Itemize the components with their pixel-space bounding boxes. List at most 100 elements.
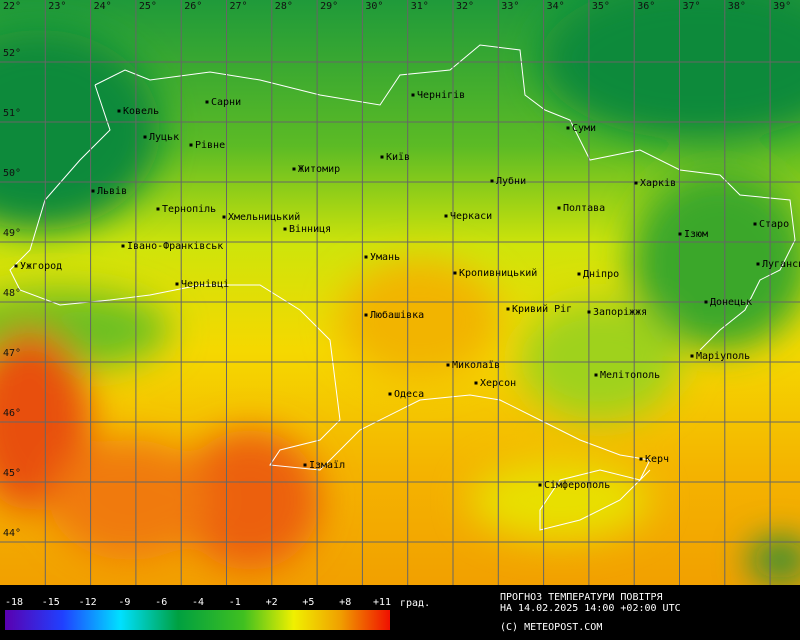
labels: 22° 23° 24° 25° 26° 27° 28° 29° 30° 31° 32° 33° 34° 3… (3, 1, 800, 539)
city-dot (756, 262, 760, 266)
city-label: Рівне (195, 139, 225, 151)
city-label: Ковель (123, 106, 159, 117)
longitude-label: 26° (184, 1, 202, 12)
legend-tick: +5 (302, 597, 314, 608)
longitude-label: 34° (547, 1, 565, 12)
city-label: Любашівка (370, 309, 424, 321)
city-label: Київ (386, 152, 410, 163)
longitude-label: 29° (320, 1, 338, 12)
border (94, 44, 796, 351)
city-label: Запоріжжя (593, 306, 647, 318)
city-dot (388, 392, 392, 396)
city-dot (411, 93, 415, 97)
city-label: Лубни (496, 175, 526, 187)
city-dot (587, 310, 591, 314)
city-dot (704, 300, 708, 304)
legend-tick: -9 (118, 597, 130, 608)
city-label: Львів (97, 185, 127, 197)
city-dot (189, 143, 193, 147)
legend-tick: +8 (339, 597, 351, 608)
city-label: Донецьк (710, 297, 752, 308)
city-label: Вінниця (289, 223, 331, 235)
latitude-label: 49° (3, 228, 21, 239)
city-dot (453, 271, 457, 275)
city-label: Сарни (211, 97, 241, 108)
city-dot (143, 135, 147, 139)
city-dot (446, 363, 450, 367)
city-dot (303, 463, 307, 467)
longitude-label: 33° (501, 1, 519, 12)
city-dot (490, 179, 494, 183)
city-label: Кривий Ріг (512, 303, 572, 315)
city-label: Маріуполь (696, 350, 750, 362)
color-scale (5, 610, 390, 630)
city-label: Луганськ (762, 259, 800, 270)
caption-title: ПРОГНОЗ ТЕМПЕРАТУРИ ПОВІТРЯ (500, 592, 663, 603)
city-dot (283, 227, 287, 231)
latitude-label: 47° (3, 348, 21, 359)
city-dot (690, 354, 694, 358)
city-label: Ізмаїл (309, 460, 345, 471)
city-dot (474, 381, 478, 385)
city-dot (205, 100, 209, 104)
city-dot (557, 206, 561, 210)
city-dot (753, 222, 757, 226)
city-label: Одеса (394, 389, 424, 400)
city-label: Луцьк (149, 132, 179, 143)
longitude-label: 31° (411, 1, 429, 12)
city-dot (117, 109, 121, 113)
latitude-label: 51° (3, 108, 21, 119)
longitude-label: 32° (456, 1, 474, 12)
city-label: Сімферополь (544, 479, 610, 491)
latitude-label: 45° (3, 468, 21, 479)
latitude-label: 46° (3, 408, 21, 419)
legend-tick: -15 (42, 597, 60, 608)
city-label: Херсон (480, 378, 516, 389)
latitude-label: 48° (3, 288, 21, 299)
city-label: Чернівці (181, 278, 229, 290)
city-label: Хмельницький (228, 211, 300, 223)
city-dot (538, 483, 542, 487)
city-label: Чернігів (417, 89, 465, 101)
city-label: Керч (645, 454, 669, 465)
latitude-label: 52° (3, 48, 21, 59)
city-label: Миколаїв (452, 360, 500, 371)
city-dot (577, 272, 581, 276)
longitude-label: 37° (683, 1, 701, 12)
latitude-label: 50° (3, 168, 21, 179)
city-dot (364, 313, 368, 317)
city-label: Кропивницький (459, 267, 537, 279)
longitude-label: 27° (230, 1, 248, 12)
longitude-label: 28° (275, 1, 293, 12)
legend-tick: -12 (79, 597, 97, 608)
longitude-label: 23° (48, 1, 66, 12)
longitude-label: 25° (139, 1, 157, 12)
city-dot (634, 181, 638, 185)
latitude-label: 44° (3, 528, 21, 539)
city-label: Ужгород (20, 261, 62, 272)
legend-tick: +11 (373, 597, 391, 608)
city-dot (292, 167, 296, 171)
city-label: Тернопіль (162, 203, 216, 215)
city-label: Житомир (298, 164, 340, 175)
city-label: Старо (759, 219, 789, 230)
city-dot (444, 214, 448, 218)
longitude-label: 24° (94, 1, 112, 12)
city-label: Черкаси (450, 211, 492, 222)
legend-unit: град. (400, 598, 430, 609)
longitude-label: 22° (3, 1, 21, 12)
city-label: Суми (572, 123, 596, 134)
city-label: Полтава (563, 203, 605, 214)
city-label: Дніпро (583, 268, 619, 280)
city-dot (156, 207, 160, 211)
city-dot (639, 457, 643, 461)
legend-tick: -18 (5, 597, 23, 608)
city-dot (678, 232, 682, 236)
copyright: (C) METEOPOST.COM (500, 622, 602, 633)
legend-tick: -1 (229, 597, 241, 608)
city-dot (222, 215, 226, 219)
city-label: Харків (640, 177, 676, 189)
city-dot (121, 244, 125, 248)
city-label: Ізюм (684, 229, 708, 240)
